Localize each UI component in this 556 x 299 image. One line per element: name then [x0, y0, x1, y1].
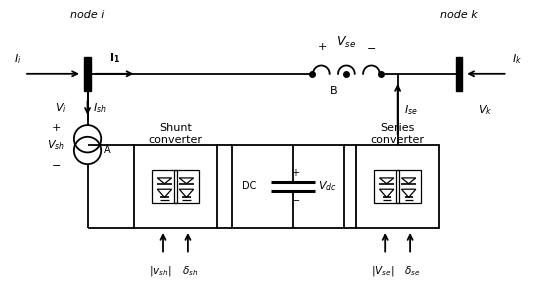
Text: $|V_{se}|$: $|V_{se}|$	[371, 264, 394, 278]
Text: $I_{sh}$: $I_{sh}$	[93, 101, 107, 115]
Text: $V_{sh}$: $V_{sh}$	[47, 138, 65, 152]
Bar	[455, 57, 462, 91]
Text: A: A	[103, 146, 110, 155]
Text: $I_i$: $I_i$	[14, 53, 22, 66]
Text: $V_k$: $V_k$	[478, 103, 493, 117]
Text: $V_i$: $V_i$	[55, 101, 67, 115]
Text: $V_{dc}$: $V_{dc}$	[318, 179, 336, 193]
Text: converter: converter	[371, 135, 425, 145]
Text: $-$: $-$	[291, 194, 300, 204]
Text: DC: DC	[241, 181, 256, 191]
Text: $-$: $-$	[366, 42, 376, 52]
Text: $+$: $+$	[291, 167, 300, 179]
Bar	[85, 57, 91, 91]
Text: $I_{se}$: $I_{se}$	[404, 103, 417, 117]
Text: node i: node i	[71, 10, 105, 20]
Text: B: B	[330, 86, 338, 96]
Bar	[232, 145, 344, 228]
Bar	[173, 170, 199, 202]
Text: Shunt: Shunt	[159, 123, 192, 132]
Text: $+$: $+$	[317, 42, 327, 52]
Bar	[396, 170, 421, 202]
Text: $-$: $-$	[51, 159, 61, 169]
Bar	[356, 145, 439, 228]
Text: node k: node k	[440, 10, 478, 20]
Text: converter: converter	[148, 135, 202, 145]
Text: $|v_{sh}|$: $|v_{sh}|$	[149, 264, 172, 278]
Text: $\delta_{se}$: $\delta_{se}$	[404, 264, 421, 278]
Text: $V_{se}$: $V_{se}$	[336, 34, 356, 50]
Bar	[152, 170, 177, 202]
Text: Series: Series	[380, 123, 415, 132]
Text: $\mathbf{I_1}$: $\mathbf{I_1}$	[109, 51, 120, 65]
Text: $\delta_{sh}$: $\delta_{sh}$	[182, 264, 198, 278]
Bar	[374, 170, 399, 202]
Text: $+$: $+$	[51, 122, 61, 133]
Bar	[134, 145, 217, 228]
Text: $I_k$: $I_k$	[513, 53, 523, 66]
